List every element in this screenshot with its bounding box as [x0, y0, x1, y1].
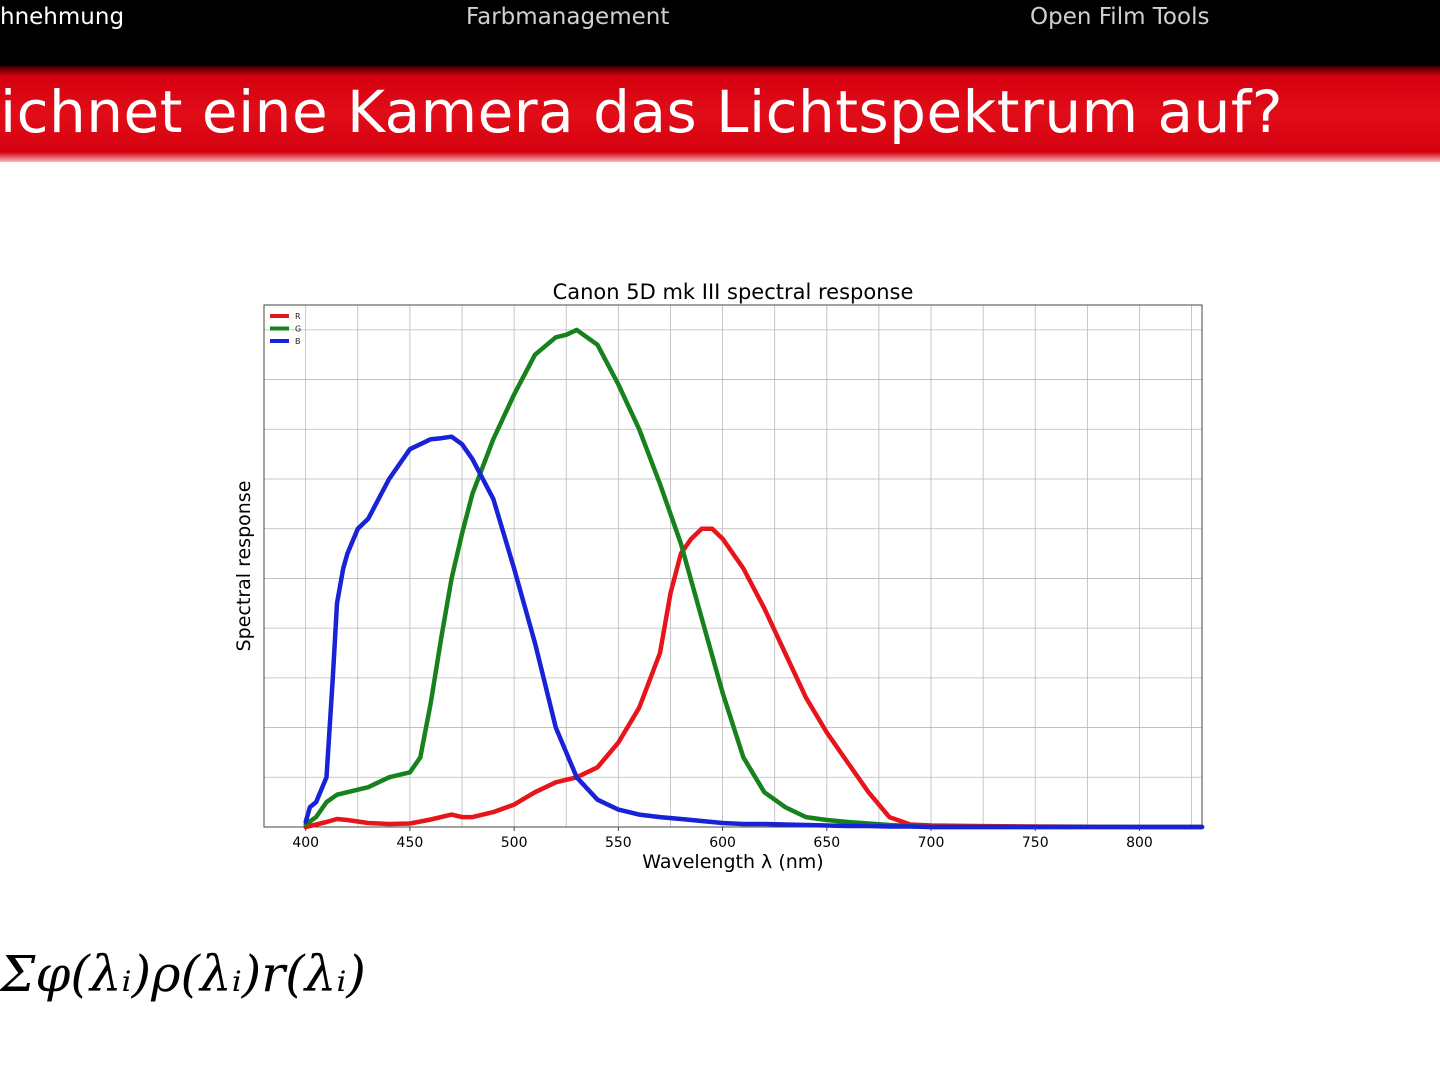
formula-text: Σφ(λᵢ)ρ(λᵢ)r(λᵢ) — [0, 945, 366, 1003]
x-tick-label: 400 — [292, 835, 319, 851]
plot-frame — [263, 304, 1203, 828]
x-tick-label: 450 — [397, 835, 424, 851]
legend-label-G: G — [295, 325, 301, 334]
nav-section-open-film-tools[interactable]: Open Film Tools — [1030, 4, 1210, 30]
chart-title: Canon 5D mk III spectral response — [553, 280, 914, 304]
x-tick-label: 700 — [918, 835, 945, 851]
slide-title: ichnet eine Kamera das Lichtspektrum auf… — [0, 78, 1284, 146]
x-tick-label: 650 — [813, 835, 840, 851]
series-line-B — [303, 434, 1205, 830]
x-tick-label: 600 — [709, 835, 736, 851]
nav-section-farbmanagement[interactable]: Farbmanagement — [466, 4, 670, 30]
x-tick-label: 750 — [1022, 835, 1049, 851]
x-axis-label: Wavelength λ (nm) — [642, 851, 823, 873]
x-tick-label: 500 — [501, 835, 528, 851]
title-bar — [0, 66, 1440, 162]
legend-label-R: R — [295, 312, 301, 321]
x-tick-label: 800 — [1126, 835, 1153, 851]
series-line-G — [303, 327, 1205, 830]
legend-label-B: B — [295, 337, 301, 346]
formula: Σφ(λᵢ)ρ(λᵢ)r(λᵢ) — [0, 945, 366, 1003]
x-tick-label: 550 — [605, 835, 632, 851]
plot-area — [264, 305, 1202, 827]
series-line-R — [303, 526, 1205, 830]
y-axis-label: Spectral response — [233, 481, 255, 652]
spectral-response-chart: 400 450 500 550 600 650 700 750 800 Canon 5D mk I… — [233, 280, 1205, 873]
nav-section-wahrnehmung[interactable]: hnehmung — [0, 4, 125, 30]
header-navigation: hnehmung Farbmanagement Open Film Tools — [0, 0, 1440, 70]
